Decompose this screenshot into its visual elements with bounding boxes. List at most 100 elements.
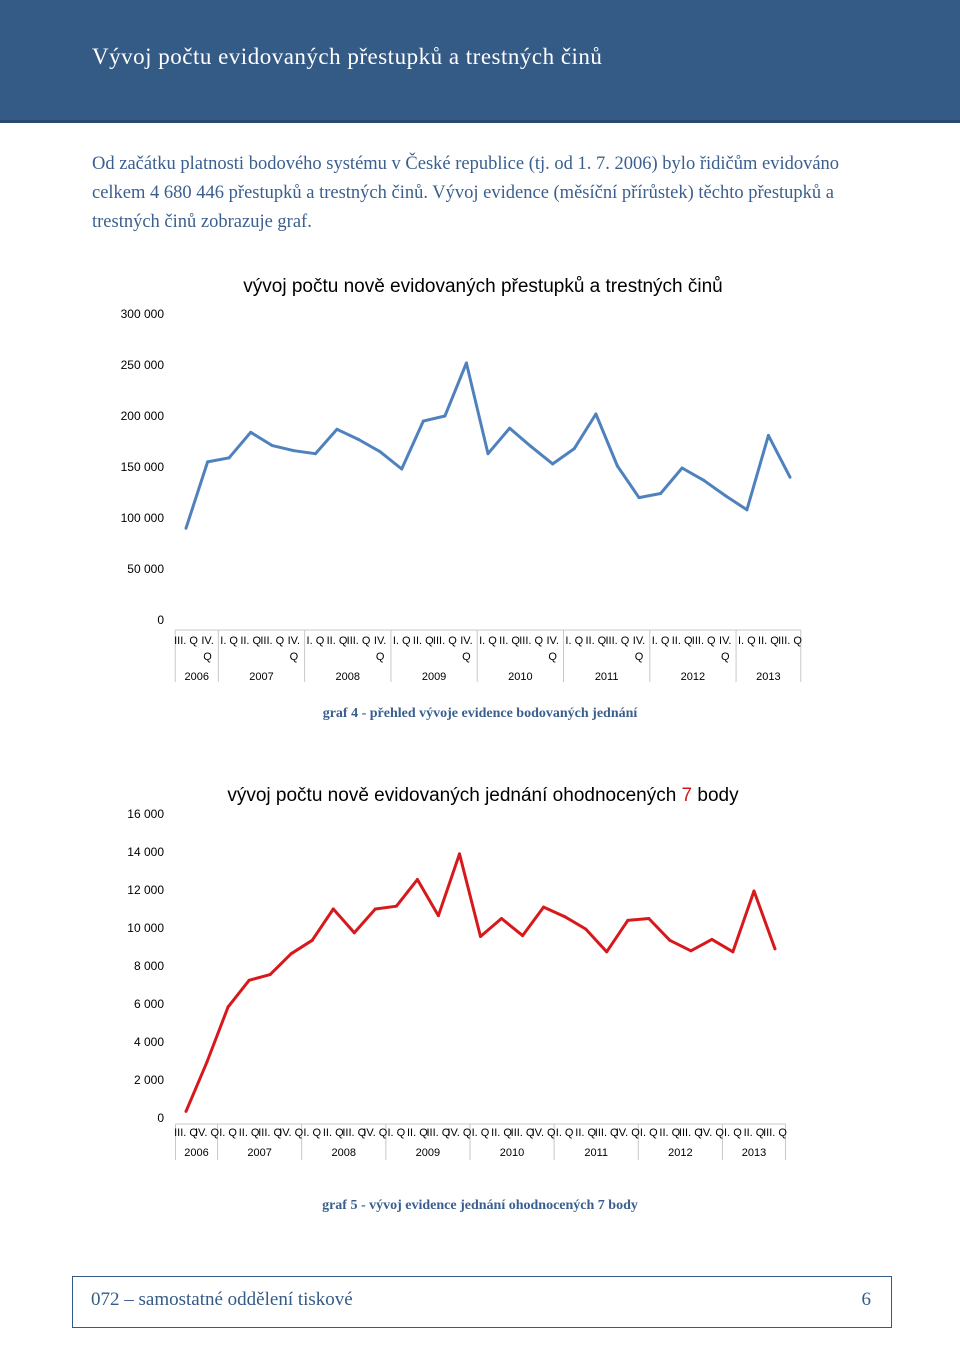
data-point	[605, 950, 609, 954]
year-label: 2006	[184, 1147, 208, 1159]
quarter-label: III. Q	[342, 1127, 366, 1139]
quarter-label: III. Q	[595, 1127, 619, 1139]
quarter-label: III. Q	[763, 1127, 787, 1139]
data-point	[584, 927, 588, 931]
y-tick-label: 50 000	[127, 562, 164, 576]
data-point	[352, 931, 356, 935]
quarter-label: I. Q	[479, 635, 497, 647]
quarter-label: I. Q	[220, 635, 238, 647]
data-point	[268, 973, 272, 977]
data-point	[310, 938, 314, 942]
data-point	[464, 361, 468, 365]
quarter-label: I. Q	[640, 1127, 658, 1139]
data-point	[313, 452, 317, 456]
data-point	[668, 938, 672, 942]
quarter-label: IV. Q	[374, 635, 386, 663]
quarter-label: III. Q	[692, 635, 716, 647]
chart-title: vývoj počtu nově evidovaných přestupků a…	[243, 276, 723, 297]
quarter-label: IV. Q	[616, 1127, 640, 1139]
year-label: 2006	[185, 671, 209, 683]
data-point	[400, 467, 404, 471]
y-tick-label: 10 000	[127, 921, 164, 935]
quarter-label: I. Q	[565, 635, 583, 647]
data-point	[766, 433, 770, 437]
quarter-label: II. Q	[407, 1127, 428, 1139]
data-point	[378, 450, 382, 454]
quarter-label: IV. Q	[447, 1127, 471, 1139]
year-label: 2012	[681, 671, 705, 683]
data-point	[637, 496, 641, 500]
data-point	[542, 905, 546, 909]
data-point	[457, 852, 461, 856]
quarter-label: II. Q	[240, 635, 261, 647]
quarter-label: III. Q	[347, 635, 371, 647]
chart-title: vývoj počtu nově evidovaných jednání oho…	[227, 785, 739, 806]
data-point	[723, 494, 727, 498]
data-point	[563, 915, 567, 919]
year-label: 2012	[668, 1147, 692, 1159]
y-tick-label: 0	[157, 613, 164, 627]
data-point	[521, 934, 525, 938]
data-point	[626, 918, 630, 922]
data-point	[752, 889, 756, 893]
y-tick-label: 4 000	[134, 1035, 164, 1049]
quarter-label: I. Q	[219, 1127, 237, 1139]
year-label: 2013	[742, 1147, 766, 1159]
quarter-label: II. Q	[744, 1127, 765, 1139]
caption-chart-offenses: graf 4 - přehled vývoje evidence bodovan…	[322, 706, 638, 721]
quarter-label: III. Q	[778, 635, 802, 647]
quarter-label: I. Q	[393, 635, 411, 647]
year-label: 2009	[422, 671, 446, 683]
page-title: Vývoj počtu evidovaných přestupků a tres…	[92, 44, 603, 69]
year-label: 2008	[336, 671, 360, 683]
y-tick-label: 14 000	[127, 845, 164, 859]
data-point	[206, 460, 210, 464]
chart-title-highlight: 7	[676, 785, 692, 806]
quarter-label: IV. Q	[363, 1127, 387, 1139]
data-point	[745, 508, 749, 512]
series-line	[184, 852, 777, 1112]
quarter-label: III. Q	[260, 635, 284, 647]
data-point	[373, 907, 377, 911]
data-point	[508, 426, 512, 430]
chart-7-points: 0 2 000 4 000 6 000 8 000 10 000 12 000 14 000 1…	[127, 785, 787, 1160]
data-point	[594, 412, 598, 416]
chart-offenses: 0 50 000 100 000 150 000 200 000 250 000 300 0…	[121, 276, 803, 683]
y-tick-label: 12 000	[127, 883, 164, 897]
quarter-label: IV. Q	[633, 635, 645, 663]
data-point	[486, 452, 490, 456]
data-point	[421, 419, 425, 423]
quarter-label: III. Q	[174, 635, 198, 647]
data-point	[205, 1060, 209, 1064]
data-point	[659, 492, 663, 496]
quarter-label: II. Q	[575, 1127, 596, 1139]
y-tick-label: 100 000	[121, 511, 165, 525]
quarter-label: I. Q	[307, 635, 325, 647]
data-point	[335, 427, 339, 431]
data-point	[247, 978, 251, 982]
quarter-label: IV. Q	[288, 635, 300, 663]
quarter-label: II. Q	[327, 635, 348, 647]
data-point	[227, 456, 231, 460]
page-number: 6	[861, 1289, 872, 1310]
y-tick-label: 300 000	[121, 307, 165, 321]
quarter-label: I. Q	[556, 1127, 574, 1139]
quarter-label: I. Q	[738, 635, 756, 647]
quarter-label: I. Q	[472, 1127, 490, 1139]
data-point	[184, 526, 188, 530]
year-label: 2007	[249, 671, 273, 683]
y-tick-label: 2 000	[134, 1073, 164, 1087]
quarter-label: III. Q	[427, 1127, 451, 1139]
quarter-label: IV. Q	[195, 1127, 219, 1139]
data-point	[572, 447, 576, 451]
data-point	[443, 414, 447, 418]
quarter-label: II. Q	[672, 635, 693, 647]
data-point	[357, 437, 361, 441]
data-point	[710, 937, 714, 941]
y-tick-label: 16 000	[127, 807, 164, 821]
quarter-label: II. Q	[585, 635, 606, 647]
data-point	[289, 952, 293, 956]
quarter-label: III. Q	[258, 1127, 282, 1139]
quarter-label: I. Q	[387, 1127, 405, 1139]
year-label: 2010	[500, 1147, 524, 1159]
